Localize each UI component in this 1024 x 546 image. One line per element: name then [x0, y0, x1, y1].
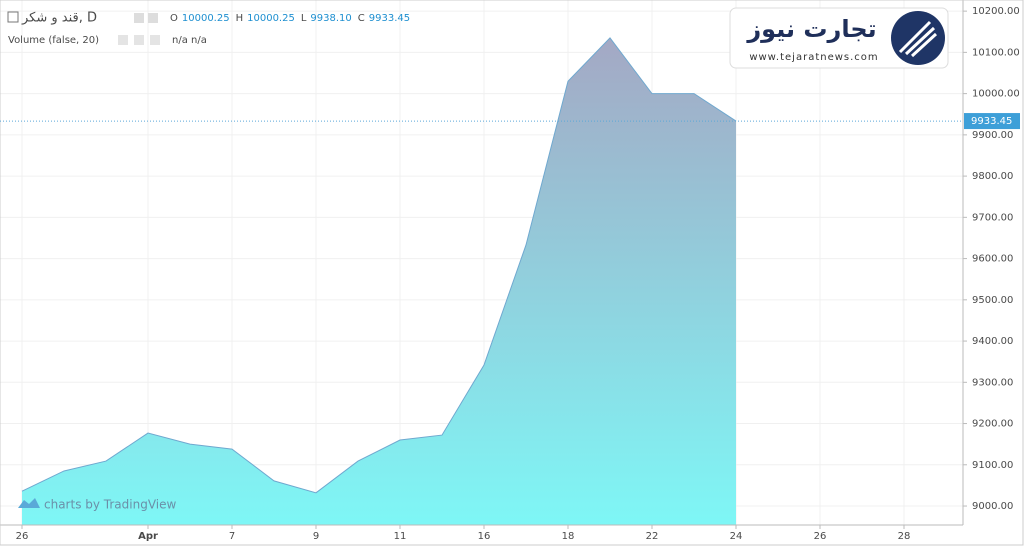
x-tick-label: 9 [313, 531, 319, 542]
logo-icon [891, 11, 945, 65]
study-name: Volume (false, 20) [8, 35, 99, 46]
ohlc-value: 9938.10 [310, 13, 351, 24]
x-tick-label: Apr [138, 531, 158, 542]
icon[interactable] [134, 13, 144, 23]
y-tick-label: 9000.00 [972, 501, 1013, 512]
line [21, 37, 737, 494]
y-tick-label: 10100.00 [972, 47, 1020, 58]
x-tick-label: 26 [814, 531, 827, 542]
x-tick-label: 16 [478, 531, 491, 542]
y-tick-label: 9700.00 [972, 212, 1013, 223]
ohlc-value: 9933.45 [369, 13, 410, 24]
icon[interactable] [118, 35, 128, 45]
x-tick-label: 11 [394, 531, 407, 542]
logo-title: تجارت نیوز [746, 15, 876, 43]
y-tick-label: 9400.00 [972, 336, 1013, 347]
last-price-label: 9933.45 [971, 116, 1012, 127]
icon[interactable] [134, 35, 144, 45]
x-tick-label: 28 [898, 531, 911, 542]
collapse-icon[interactable] [7, 11, 19, 23]
y-tick-label: 9800.00 [972, 171, 1013, 182]
y-tick-label: 9100.00 [972, 460, 1013, 471]
area [22, 37, 736, 526]
y-tick-label: 9200.00 [972, 419, 1013, 430]
logo: تجارت نیوز www.tejaratnews.com [729, 7, 949, 69]
x-tick-label: 24 [730, 531, 743, 542]
ohlc-value: 10000.25 [247, 13, 295, 24]
ohlc-key: C [358, 13, 365, 24]
symbol: قند و شکر, D [21, 11, 97, 26]
y-tick-label: 10000.00 [972, 89, 1020, 100]
ohlc-value: 10000.25 [182, 13, 230, 24]
ohlc-key: L [301, 13, 307, 24]
ohlc-key: H [236, 13, 244, 24]
watermark-icon [18, 498, 40, 508]
x-tick-label: 22 [646, 531, 659, 542]
y-tick-label: 9300.00 [972, 377, 1013, 388]
y-tick-label: 9500.00 [972, 295, 1013, 306]
icon[interactable] [150, 35, 160, 45]
x-tick-label: 18 [562, 531, 575, 542]
y-tick-label: 9900.00 [972, 130, 1013, 141]
watermark-text: charts by TradingView [44, 498, 176, 512]
x-tick-label: 26 [16, 531, 29, 542]
y-tick-label: 9600.00 [972, 254, 1013, 265]
study-values: n/a n/a [172, 35, 207, 46]
last-price-box [964, 113, 1020, 130]
logo-url: www.tejaratnews.com [749, 52, 878, 63]
watermark: charts by TradingView [18, 498, 176, 512]
icon[interactable] [148, 13, 158, 23]
ohlc-key: O [170, 13, 178, 24]
y-tick-label: 10200.00 [972, 6, 1020, 17]
logo-stripes [898, 20, 938, 58]
legend: قند و شکر, D O 10000.25 H 10000.25 L 9938.10 C… [7, 11, 410, 46]
x-tick-label: 7 [229, 531, 235, 542]
logo-box [729, 7, 949, 69]
